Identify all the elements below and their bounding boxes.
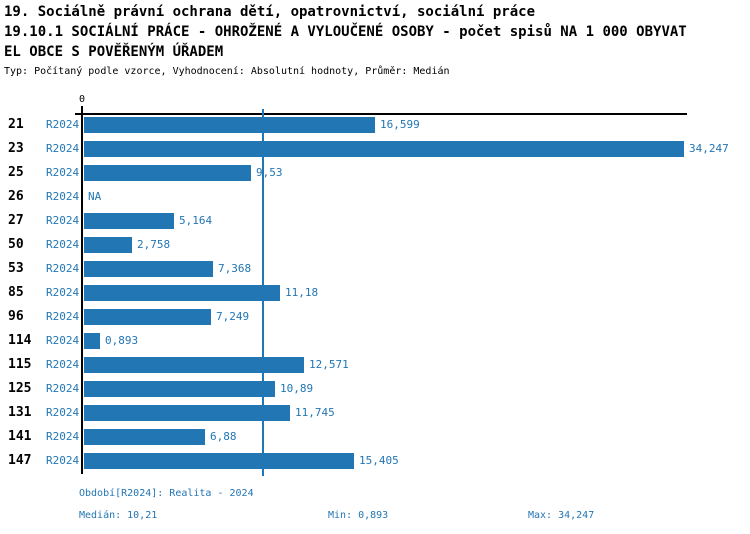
- row-category-label: 125: [8, 381, 32, 396]
- bar-value-label: 11,745: [295, 406, 335, 419]
- bar: [84, 285, 280, 301]
- bar: [84, 261, 213, 277]
- row-category-label: 131: [8, 405, 32, 420]
- row-category-label: 21: [8, 117, 24, 132]
- row-category-label: 53: [8, 261, 24, 276]
- chart-row: 21 R2024 16,599: [0, 113, 750, 137]
- chart-row: 147 R2024 15,405: [0, 449, 750, 473]
- axis-zero-label: 0: [78, 94, 86, 105]
- row-series-label: R2024: [46, 190, 80, 203]
- chart-row: 53 R2024 7,368: [0, 257, 750, 281]
- row-series-label: R2024: [46, 310, 80, 323]
- row-series-label: R2024: [46, 214, 80, 227]
- row-category-label: 114: [8, 333, 32, 348]
- chart-row: 96 R2024 7,249: [0, 305, 750, 329]
- row-series-label: R2024: [46, 430, 80, 443]
- bar: [84, 213, 174, 229]
- row-series-label: R2024: [46, 454, 80, 467]
- bar-value-label: 2,758: [137, 238, 171, 251]
- report-meta: Typ: Počítaný podle vzorce, Vyhodnocení:…: [4, 66, 450, 77]
- row-series-label: R2024: [46, 142, 80, 155]
- x-axis-line: [75, 113, 687, 115]
- row-series-label: R2024: [46, 118, 80, 131]
- row-series-label: R2024: [46, 262, 80, 275]
- report-subtitle-line1: 19.10.1 SOCIÁLNÍ PRÁCE - OHROŽENÉ A VYLO…: [4, 24, 687, 40]
- chart-row: 85 R2024 11,18: [0, 281, 750, 305]
- bar-value-label: 11,18: [285, 286, 319, 299]
- row-category-label: 85: [8, 285, 24, 300]
- row-series-label: R2024: [46, 382, 80, 395]
- chart-row: 125 R2024 10,89: [0, 377, 750, 401]
- bar: [84, 141, 684, 157]
- row-category-label: 147: [8, 453, 32, 468]
- row-category-label: 23: [8, 141, 24, 156]
- chart-row: 50 R2024 2,758: [0, 233, 750, 257]
- chart-row: 131 R2024 11,745: [0, 401, 750, 425]
- bar-value-label: 7,368: [218, 262, 252, 275]
- bar: [84, 453, 354, 469]
- bar-value-label: 10,89: [280, 382, 314, 395]
- row-series-label: R2024: [46, 358, 80, 371]
- bar: [84, 333, 100, 349]
- report-subtitle-line2: EL OBCE S POVĚŘENÝM ÚŘADEM: [4, 44, 224, 60]
- row-category-label: 96: [8, 309, 24, 324]
- chart-row: 23 R2024 34,247: [0, 137, 750, 161]
- bar-value-label: 6,88: [210, 430, 237, 443]
- row-category-label: 25: [8, 165, 24, 180]
- bar-value-label: 7,249: [216, 310, 250, 323]
- bar-value-label: 5,164: [179, 214, 213, 227]
- bar: [84, 117, 375, 133]
- chart-row: 26 R2024 NA: [0, 185, 750, 209]
- chart-row: 114 R2024 0,893: [0, 329, 750, 353]
- bar: [84, 429, 205, 445]
- row-series-label: R2024: [46, 334, 80, 347]
- bar: [84, 309, 211, 325]
- bar: [84, 357, 304, 373]
- row-category-label: 115: [8, 357, 32, 372]
- chart-row: 141 R2024 6,88: [0, 425, 750, 449]
- chart-row: 115 R2024 12,571: [0, 353, 750, 377]
- y-axis-line: [81, 106, 83, 474]
- row-series-label: R2024: [46, 166, 80, 179]
- chart-row: 25 R2024 9,53: [0, 161, 750, 185]
- bar-value-label: 16,599: [380, 118, 420, 131]
- bar-value-label: 15,405: [359, 454, 399, 467]
- bar-value-label: 12,571: [309, 358, 349, 371]
- row-series-label: R2024: [46, 406, 80, 419]
- chart-row: 27 R2024 5,164: [0, 209, 750, 233]
- footer-min-label: Min: 0,893: [328, 510, 389, 521]
- bar: [84, 237, 132, 253]
- footer-median-label: Medián: 10,21: [79, 510, 158, 521]
- bar-value-label: 34,247: [689, 142, 729, 155]
- bar: [84, 405, 290, 421]
- row-category-label: 27: [8, 213, 24, 228]
- row-category-label: 141: [8, 429, 32, 444]
- footer-max-label: Max: 34,247: [528, 510, 595, 521]
- na-label: NA: [88, 190, 102, 203]
- row-series-label: R2024: [46, 286, 80, 299]
- report-title: 19. Sociálně právní ochrana dětí, opatro…: [4, 4, 536, 20]
- row-category-label: 26: [8, 189, 24, 204]
- bar-value-label: 9,53: [256, 166, 283, 179]
- chart-rows: 21 R2024 16,599 23 R2024 34,247 25 R2024 9,53 26 R…: [0, 113, 750, 475]
- bar: [84, 381, 275, 397]
- row-category-label: 50: [8, 237, 24, 252]
- bar-value-label: 0,893: [105, 334, 139, 347]
- bar: [84, 165, 251, 181]
- footer-period-label: Období[R2024]: Realita - 2024: [79, 488, 254, 499]
- row-series-label: R2024: [46, 238, 80, 251]
